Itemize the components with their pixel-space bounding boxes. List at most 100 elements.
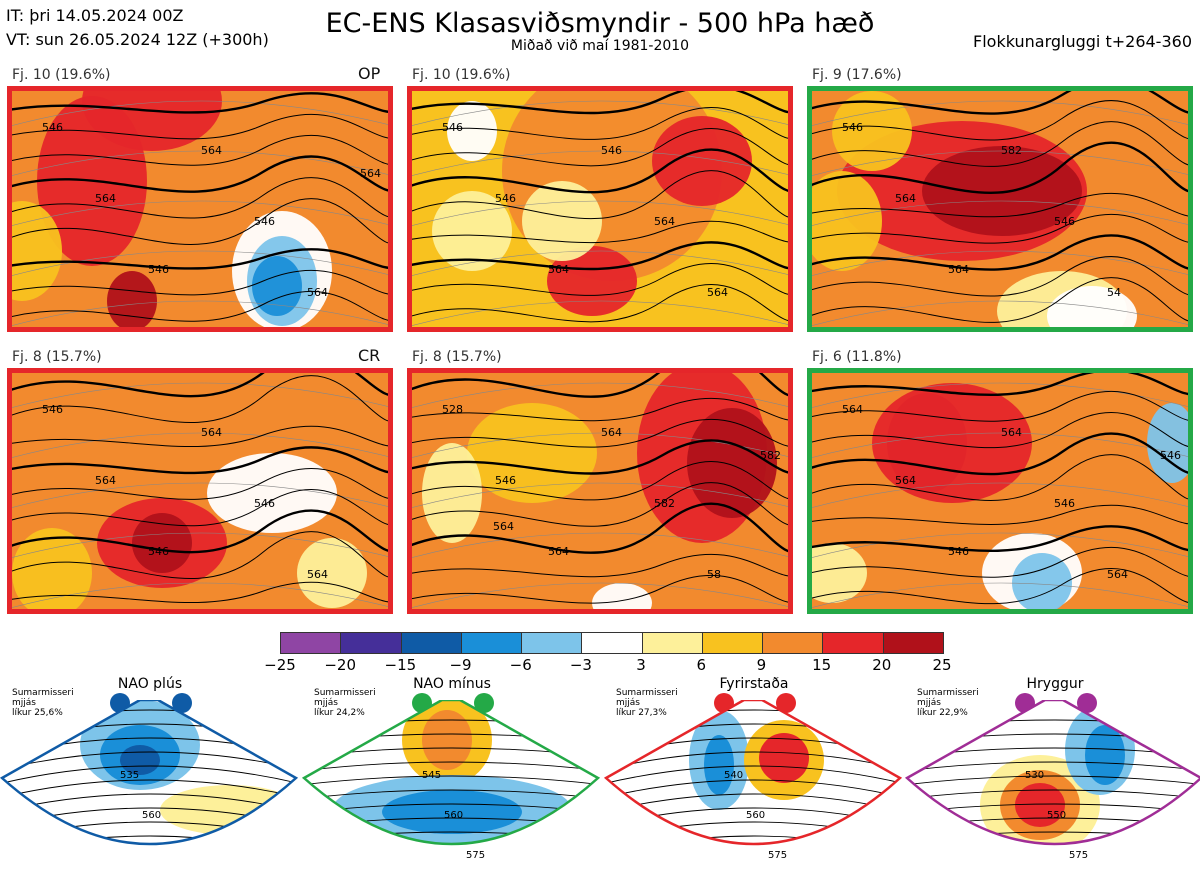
cluster-map-2-field: 546 546 564 546 564 564 bbox=[412, 91, 788, 327]
height-contour bbox=[812, 91, 1188, 115]
height-contour bbox=[412, 502, 788, 554]
graticule-line bbox=[812, 250, 1188, 276]
regime-note: Sumarmisseri mjjás líkur 22,9% bbox=[917, 688, 979, 718]
panel-5-label: Fj. 8 (15.7%) bbox=[412, 349, 502, 365]
contour-label: 546 bbox=[1160, 449, 1181, 462]
cluster-map-3: 546 564 564 582 546 54 bbox=[807, 86, 1193, 332]
contour-label: 564 bbox=[360, 167, 381, 180]
anomaly-region bbox=[12, 201, 62, 301]
regime-contour bbox=[606, 835, 900, 844]
regime-contour-label: 560 bbox=[142, 810, 161, 821]
regime-contour bbox=[606, 765, 900, 787]
contour-label: 546 bbox=[495, 192, 516, 205]
colorbar-tick-label: 15 bbox=[812, 656, 832, 674]
contour-label: 582 bbox=[760, 449, 781, 462]
contour-label: 546 bbox=[148, 545, 169, 558]
height-contour bbox=[812, 504, 1188, 525]
height-contour bbox=[12, 92, 388, 114]
colorbar-segment bbox=[582, 633, 643, 653]
cluster-map-4: 546 564 546 564 546 564 bbox=[7, 368, 393, 614]
contour-label: 546 bbox=[495, 474, 516, 487]
regime-contour bbox=[907, 761, 1200, 773]
panel-6-label: Fj. 6 (11.8%) bbox=[812, 349, 902, 365]
panel-3-label: Fj. 9 (17.6%) bbox=[812, 67, 902, 83]
height-contour bbox=[812, 214, 1188, 244]
height-contour bbox=[412, 418, 788, 448]
regime-contour bbox=[907, 789, 1200, 801]
height-contour bbox=[412, 439, 788, 475]
regime-sector-map: 545 560 575 bbox=[302, 700, 601, 861]
cluster-map-5: 528 546 564 564 582 58 582 564 bbox=[407, 368, 793, 614]
height-contour bbox=[812, 141, 1188, 194]
height-contour bbox=[412, 574, 788, 604]
colorbar-segment bbox=[341, 633, 402, 653]
regime-anomaly bbox=[382, 790, 522, 834]
cluster-map-6-field: 564 564 546 564 546 564 546 bbox=[812, 373, 1188, 609]
regime-contour bbox=[2, 779, 296, 801]
colorbar-segment bbox=[883, 633, 943, 653]
height-contour bbox=[12, 446, 388, 475]
regime-contour bbox=[907, 775, 1200, 787]
cluster-map-6: 564 564 546 564 546 564 546 bbox=[807, 368, 1193, 614]
regime-sector-map: 540 560 575 bbox=[604, 700, 903, 861]
contour-label: 564 bbox=[948, 263, 969, 276]
contour-label: 564 bbox=[654, 215, 675, 228]
regime-anomaly bbox=[422, 710, 472, 770]
regime-note: Sumarmisseri mjjás líkur 27,3% bbox=[616, 688, 678, 718]
height-contour bbox=[12, 425, 388, 448]
regime-anomaly bbox=[1015, 783, 1065, 827]
anomaly-region bbox=[812, 171, 882, 271]
contour-label: 546 bbox=[42, 121, 63, 134]
regime-contour-label: 535 bbox=[120, 770, 139, 781]
graticule-line bbox=[12, 432, 388, 458]
colorbar-segment bbox=[461, 633, 523, 653]
colorbar bbox=[280, 632, 944, 654]
graticule-line bbox=[412, 482, 788, 508]
graticule-line bbox=[412, 382, 788, 408]
panel-1-tag: OP bbox=[358, 64, 381, 83]
height-contour bbox=[12, 375, 388, 423]
valid-time: VT: sun 26.05.2024 12Z (+300h) bbox=[6, 30, 269, 49]
contour-label: 546 bbox=[601, 144, 622, 157]
contour-label: 564 bbox=[95, 474, 116, 487]
panel-4-label: Fj. 8 (15.7%) bbox=[12, 349, 102, 365]
contour-label: 546 bbox=[42, 403, 63, 416]
regime-contour bbox=[905, 860, 1200, 870]
height-contour bbox=[412, 91, 788, 115]
contour-label: 58 bbox=[707, 568, 721, 581]
anomaly-region bbox=[432, 191, 512, 271]
height-contour bbox=[12, 155, 388, 193]
graticule-line bbox=[12, 482, 388, 508]
graticule-line bbox=[412, 250, 788, 276]
height-contour bbox=[12, 269, 388, 296]
height-contour bbox=[412, 220, 788, 244]
height-contour bbox=[812, 525, 1188, 553]
regime-contour bbox=[304, 789, 598, 801]
height-contour bbox=[412, 284, 788, 323]
graticule-line bbox=[12, 150, 388, 176]
regime-contour-label: 575 bbox=[466, 850, 485, 861]
height-contour bbox=[12, 291, 388, 322]
panel-4-tag: CR bbox=[358, 346, 381, 365]
panel-2-label: Fj. 10 (19.6%) bbox=[412, 67, 511, 83]
height-contour bbox=[812, 454, 1188, 501]
colorbar-tick-label: 25 bbox=[932, 656, 952, 674]
regime-anomaly bbox=[759, 733, 809, 783]
regime-contour bbox=[606, 779, 900, 801]
regime-contour-label: 540 bbox=[724, 770, 743, 781]
regime-frame bbox=[604, 700, 903, 846]
anomaly-region bbox=[687, 408, 777, 518]
colorbar-segment bbox=[642, 633, 703, 653]
colorbar-segment bbox=[823, 633, 884, 653]
regime-marker-dot bbox=[172, 693, 192, 713]
graticule-line bbox=[412, 582, 788, 608]
colorbar-segment bbox=[522, 633, 583, 653]
regime-contour-label: 550 bbox=[1047, 810, 1066, 821]
contour-label: 564 bbox=[1001, 426, 1022, 439]
contour-label: 564 bbox=[601, 426, 622, 439]
height-contour bbox=[812, 100, 1188, 141]
contour-label: 546 bbox=[948, 545, 969, 558]
contour-label: 546 bbox=[442, 121, 463, 134]
height-contour bbox=[12, 248, 388, 270]
regime-anomaly bbox=[704, 735, 734, 795]
